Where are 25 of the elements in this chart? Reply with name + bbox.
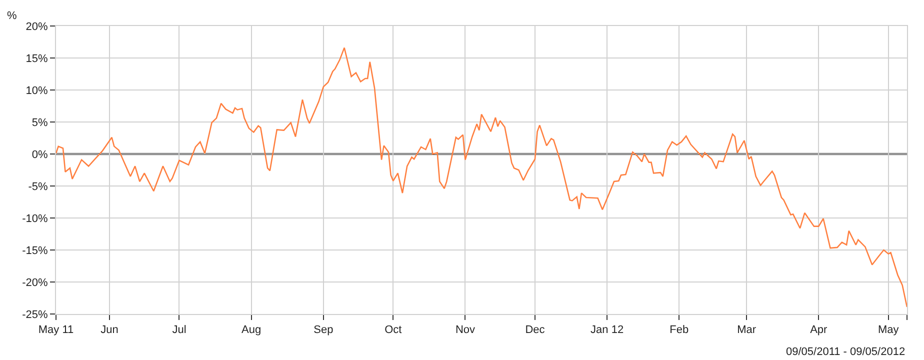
x-tick-label: Aug — [242, 324, 262, 336]
y-tick-label: -5% — [28, 180, 48, 193]
x-tick-label: Jun — [100, 324, 118, 336]
y-tick-label: -10% — [22, 212, 48, 225]
x-tick-label: Jan 12 — [590, 324, 624, 336]
x-tick-label: Feb — [670, 324, 689, 336]
y-tick-label: 10% — [26, 84, 48, 97]
text: 09/05/2011 - 09/05/2012 — [786, 346, 906, 358]
y-tick-label: -20% — [22, 276, 48, 289]
x-tick-label: Jul — [172, 324, 186, 336]
x-tick-label: Oct — [384, 324, 402, 336]
y-axis-title: % — [7, 10, 17, 22]
x-tick-label: Sep — [314, 324, 334, 336]
x-tick-label: Dec — [525, 324, 546, 336]
x-tick-label: May 11 — [38, 324, 74, 336]
y-tick-label: 15% — [26, 52, 48, 65]
y-tick-label: -15% — [22, 244, 48, 257]
x-tick-label: Mar — [737, 324, 756, 336]
x-tick-label: Nov — [455, 324, 476, 336]
y-tick-label: 5% — [32, 116, 48, 129]
y-tick-label: 0% — [32, 148, 48, 161]
y-tick-label: 20% — [26, 20, 48, 33]
x-tick-label: Apr — [810, 324, 828, 336]
x-tick-label: May — [878, 324, 900, 336]
y-tick-label: -25% — [22, 308, 48, 321]
